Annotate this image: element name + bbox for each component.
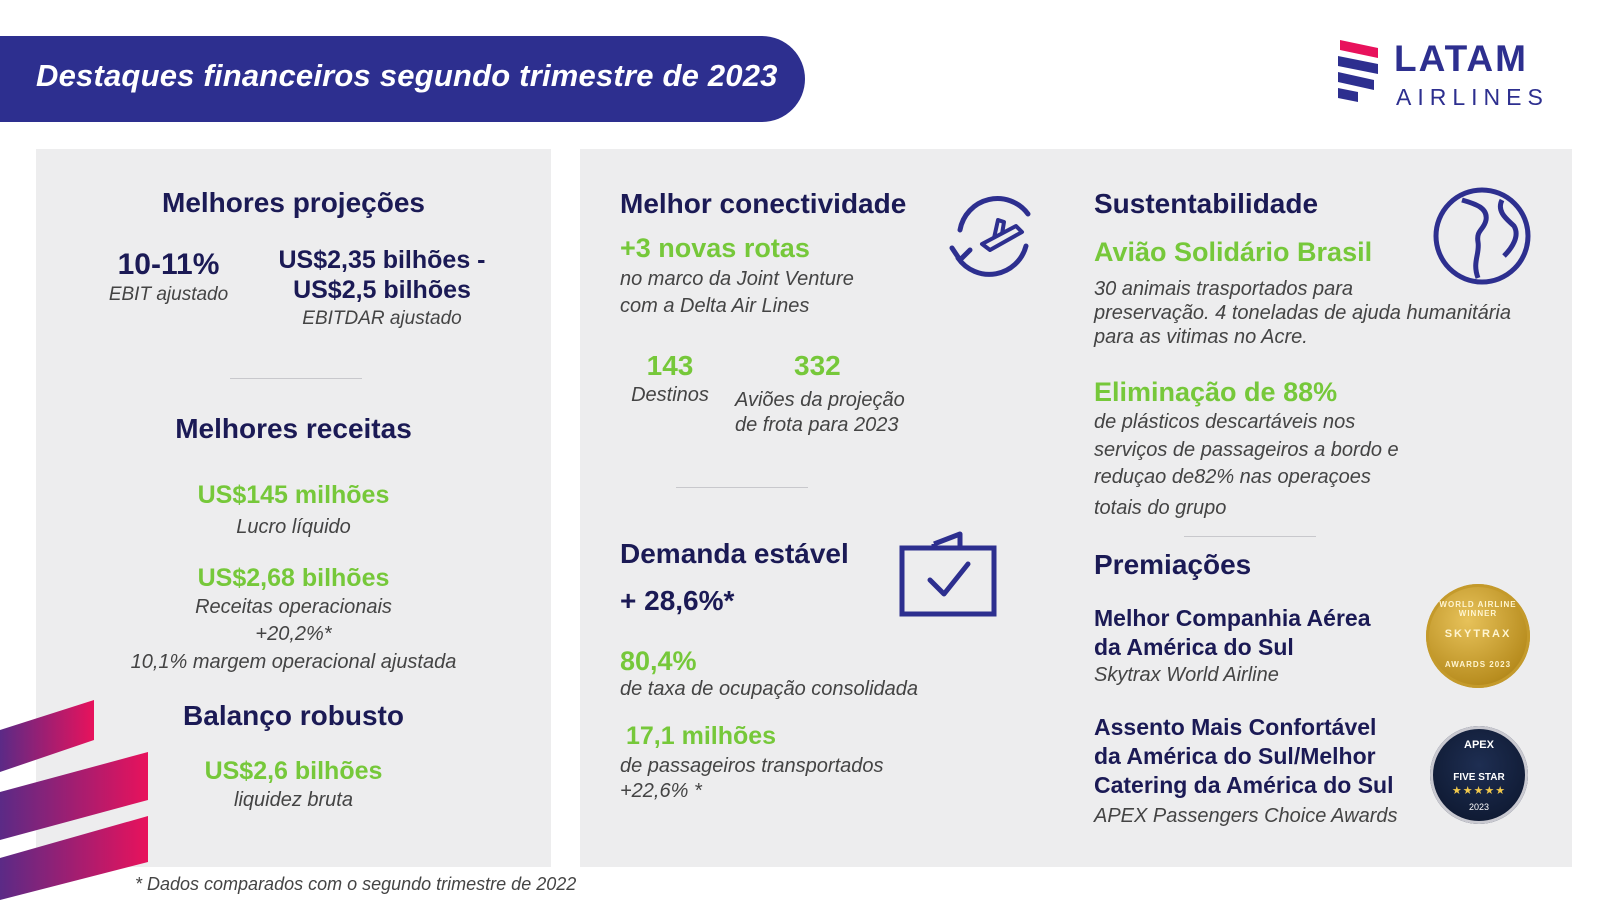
destinations-value: 143 <box>646 350 694 381</box>
plastics-line3: reduçao de82% nas operaçoes <box>1094 466 1371 488</box>
divider <box>676 487 808 488</box>
apex-badge-icon: APEX FIVE STAR ★★★★★ 2023 <box>1430 726 1528 824</box>
skytrax-badge-bottom: AWARDS 2023 <box>1444 660 1512 669</box>
apex-badge-mid: FIVE STAR <box>1453 772 1505 783</box>
award2-line2: da América do Sul/Melhor <box>1094 743 1376 769</box>
title-banner <box>0 36 805 122</box>
connectivity-heading: Melhor conectividade <box>620 188 907 219</box>
latam-logo: LATAM AIRLINES <box>1334 36 1564 110</box>
passengers-label: de passageiros transportados <box>620 755 884 777</box>
net-income-label: Lucro líquido <box>236 516 351 538</box>
plastics-line4: totais do grupo <box>1094 497 1227 519</box>
logo-wordmark: LATAM <box>1394 38 1528 79</box>
award1-line1: Melhor Companhia Aérea <box>1094 605 1371 631</box>
suitcase-check-icon <box>899 531 997 617</box>
divider <box>230 378 362 379</box>
liquidity-label: liquidez bruta <box>234 789 353 811</box>
load-factor-value: 80,4% <box>620 646 697 676</box>
passengers-growth: +22,6% * <box>620 780 702 802</box>
fleet-line1: Aviões da projeção <box>735 389 905 411</box>
footnote: * Dados comparados com o segundo trimest… <box>135 874 577 894</box>
logo-subtitle: AIRLINES <box>1396 84 1549 110</box>
apex-badge-stars: ★★★★★ <box>1451 785 1507 797</box>
plastics-value: Eliminação de 88% <box>1094 377 1338 407</box>
apex-badge-year: 2023 <box>1468 802 1490 812</box>
award1-line2: da América do Sul <box>1094 634 1294 660</box>
program-line2: preservação. 4 toneladas de ajuda humani… <box>1094 302 1511 324</box>
plastics-line1: de plásticos descartáveis nos <box>1094 411 1356 433</box>
award2-line1: Assento Mais Confortável <box>1094 714 1377 740</box>
brand-stripes-icon <box>0 700 148 900</box>
skytrax-badge-mid: SKYTRAX <box>1444 628 1512 640</box>
fleet-value: 332 <box>794 350 841 381</box>
demand-growth: + 28,6%* <box>620 585 735 616</box>
right-panel <box>580 149 1572 867</box>
ebit-value: 10-11% <box>117 248 220 281</box>
ebitdar-label: EBITDAR ajustado <box>302 308 462 329</box>
balance-heading: Balanço robusto <box>183 700 404 731</box>
program-line1: 30 animais trasportados para <box>1094 278 1354 300</box>
new-routes-line2: com a Delta Air Lines <box>620 295 810 317</box>
net-income-value: US$145 milhões <box>197 481 390 509</box>
plastics-line2: serviços de passageiros a bordo e <box>1094 439 1399 461</box>
left-panel <box>36 149 551 867</box>
latam-logo-mark-icon <box>1338 40 1378 102</box>
ebitdar-value-line1: US$2,35 bilhões - <box>278 246 486 274</box>
demand-heading: Demanda estável <box>620 538 849 569</box>
operating-revenue-value: US$2,68 bilhões <box>197 564 390 592</box>
award2-line3: Catering da América do Sul <box>1094 772 1394 798</box>
apex-badge-top: APEX <box>1464 739 1494 751</box>
revenues-heading: Melhores receitas <box>175 413 412 444</box>
fleet-line2: de frota para 2023 <box>735 414 899 436</box>
ebitdar-value-line2: US$2,5 bilhões <box>293 276 471 304</box>
program-title: Avião Solidário Brasil <box>1094 237 1373 267</box>
new-routes-value: +3 novas rotas <box>620 233 810 263</box>
passengers-value: 17,1 milhões <box>626 722 777 750</box>
projections-heading: Melhores projeções <box>162 187 425 218</box>
divider <box>1184 536 1316 537</box>
destinations-label: Destinos <box>631 384 709 406</box>
liquidity-value: US$2,6 bilhões <box>204 757 383 785</box>
award1-source: Skytrax World Airline <box>1094 664 1279 686</box>
awards-heading: Premiações <box>1094 549 1252 580</box>
sustainability-heading: Sustentabilidade <box>1094 188 1319 219</box>
award2-source: APEX Passengers Choice Awards <box>1094 805 1398 827</box>
skytrax-badge-icon: WORLD AIRLINE WINNER SKYTRAX AWARDS 2023 <box>1426 584 1530 688</box>
program-line3: para as vitimas no Acre. <box>1094 326 1308 348</box>
new-routes-line1: no marco da Joint Venture <box>620 268 854 290</box>
skytrax-badge-top: WORLD AIRLINE WINNER <box>1439 600 1517 618</box>
globe-icon <box>1433 187 1531 285</box>
page-title: Destaques financeiros segundo trimestre … <box>36 58 778 93</box>
plane-circle-icon <box>949 196 1031 277</box>
ebit-label: EBIT ajustado <box>108 284 229 305</box>
operating-revenue-growth: +20,2%* <box>255 623 332 645</box>
operating-margin: 10,1% margem operacional ajustada <box>130 651 457 673</box>
operating-revenue-label: Receitas operacionais <box>195 596 392 618</box>
load-factor-label: de taxa de ocupação consolidada <box>620 678 919 700</box>
